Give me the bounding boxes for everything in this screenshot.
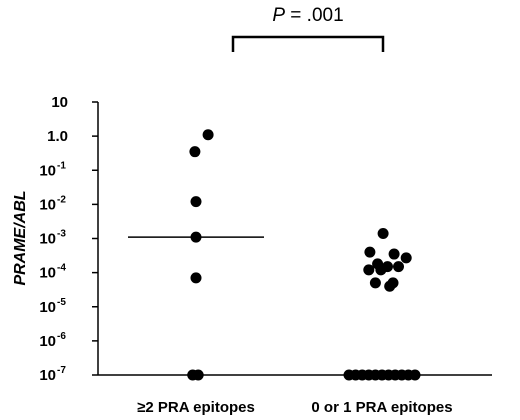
data-point xyxy=(409,369,421,381)
significance-bracket xyxy=(231,35,385,52)
y-tick-label: 10 xyxy=(39,299,56,316)
y-tick-exponent: -2 xyxy=(57,194,66,205)
p-value-symbol: P xyxy=(272,5,285,26)
y-tick-label: 10 xyxy=(39,265,56,282)
data-point xyxy=(190,231,202,243)
y-tick-label: 10 xyxy=(39,231,56,248)
x-category-label: 0 or 1 PRA epitopes xyxy=(311,399,452,416)
y-ticks: 101.010-110-210-310-410-510-610-7 xyxy=(39,94,98,384)
axes xyxy=(97,102,492,376)
data-point xyxy=(190,272,202,284)
y-tick-label: 1.0 xyxy=(47,128,68,145)
data-point xyxy=(364,246,376,258)
data-point xyxy=(375,264,387,276)
y-tick-exponent: -7 xyxy=(57,365,66,376)
y-tick-exponent: -4 xyxy=(57,263,66,274)
y-tick-label: 10 xyxy=(39,333,56,350)
p-value-text: = .001 xyxy=(285,5,344,26)
data-points xyxy=(187,129,421,381)
y-tick-exponent: -3 xyxy=(57,229,66,240)
y-tick-exponent: -5 xyxy=(57,297,66,308)
y-axis-label: PRAME/ABL xyxy=(12,190,29,285)
data-point xyxy=(388,248,400,260)
data-point xyxy=(393,261,404,273)
y-tick-label: 10 xyxy=(51,94,68,111)
y-tick-exponent: -6 xyxy=(57,331,66,342)
significance-annotation: P = .001 xyxy=(231,5,385,52)
data-point xyxy=(400,252,412,264)
y-tick-exponent: -1 xyxy=(57,160,66,171)
y-tick-label: 10 xyxy=(39,162,56,179)
data-point xyxy=(369,277,381,289)
data-point xyxy=(384,280,396,292)
y-tick-label: 10 xyxy=(39,367,56,384)
category-labels: ≥2 PRA epitopes 0 or 1 PRA epitopes xyxy=(137,399,452,416)
x-category-label: ≥2 PRA epitopes xyxy=(137,399,255,416)
y-tick-label: 10 xyxy=(39,196,56,213)
data-point xyxy=(377,228,389,240)
data-point xyxy=(190,196,202,208)
data-point xyxy=(363,264,375,276)
data-point xyxy=(202,129,214,141)
data-point xyxy=(189,146,201,158)
p-value-label: P = .001 xyxy=(272,5,343,26)
data-point xyxy=(192,369,204,381)
